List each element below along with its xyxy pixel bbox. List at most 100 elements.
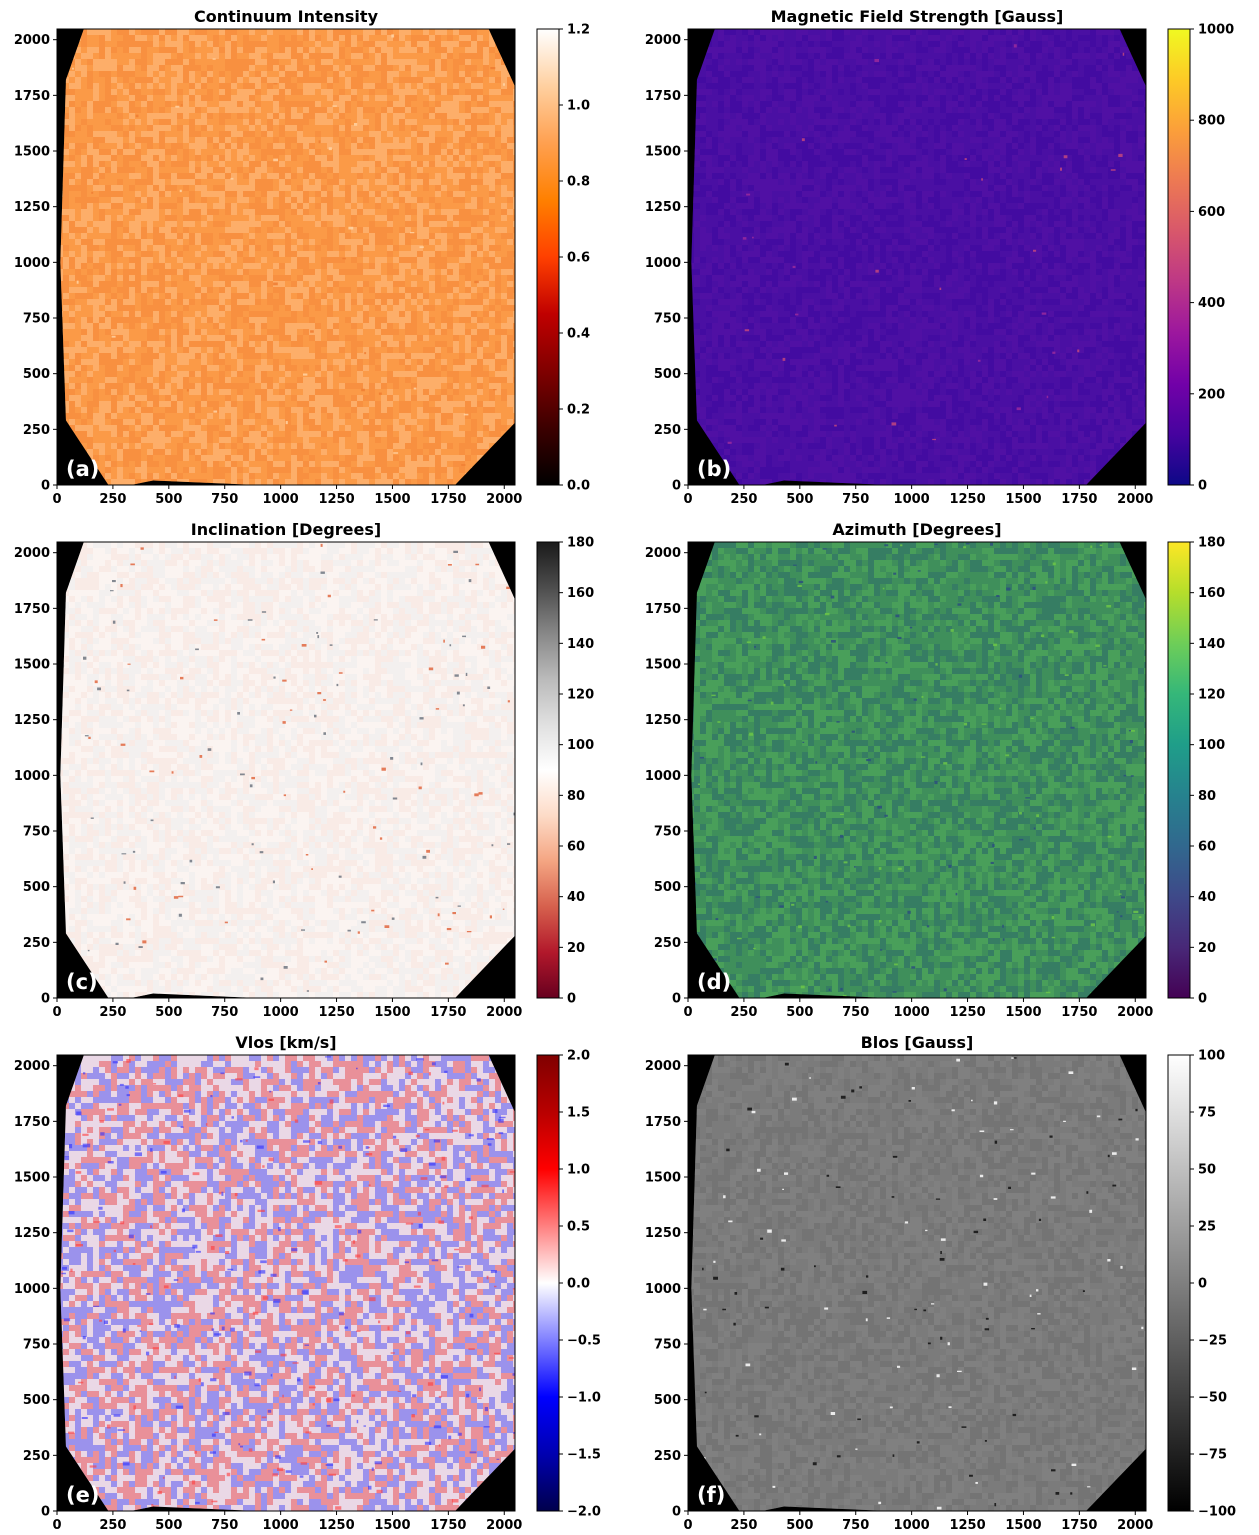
x-tick-label: 1250 — [949, 492, 985, 507]
x-tick-label: 1500 — [374, 1005, 410, 1020]
x-tick-label: 1750 — [430, 1518, 466, 1533]
y-tick-label: 2000 — [645, 33, 681, 48]
x-tick-label: 1500 — [1005, 492, 1041, 507]
y-tick-label: 750 — [654, 1338, 681, 1353]
x-tick-label: 0 — [52, 1005, 61, 1020]
panel-label: (d) — [697, 970, 731, 994]
colorbar-tick-label: 160 — [567, 586, 594, 601]
panel-label: (f) — [697, 1483, 725, 1507]
panel-d: Azimuth [Degrees](d)0 250 500 750 1000 1250 15… — [645, 520, 1225, 1020]
colorbar-tick-label: 60 — [1198, 840, 1216, 855]
y-tick-label: 250 — [654, 1449, 681, 1464]
panel-label: (b) — [697, 457, 731, 481]
heatmap-texture-b — [60, 1055, 515, 1511]
x-tick-label: 250 — [730, 492, 757, 507]
colorbar-tick-label: 0.0 — [567, 479, 590, 494]
y-tick-label: 1500 — [645, 658, 681, 673]
colorbar-tick-label: 60 — [567, 840, 585, 855]
colorbar-tick-label: 0.4 — [567, 327, 590, 342]
colorbar — [1168, 1055, 1190, 1511]
y-tick-label: 500 — [654, 1393, 681, 1408]
y-tick-label: 250 — [654, 936, 681, 951]
x-tick-label: 0 — [683, 492, 692, 507]
x-tick-label: 1000 — [263, 492, 299, 507]
y-tick-label: 0 — [41, 992, 50, 1007]
axes-frame — [687, 28, 1147, 486]
colorbar-tick-label: 2.0 — [567, 1049, 590, 1064]
colorbar-tick-label: 800 — [1198, 114, 1225, 129]
x-tick-label: 500 — [786, 1005, 813, 1020]
x-tick-label: 1250 — [318, 1518, 354, 1533]
x-tick-label: 1000 — [894, 1005, 930, 1020]
x-tick-label: 500 — [155, 1518, 182, 1533]
x-tick-label: 750 — [842, 1518, 869, 1533]
colorbar — [1168, 542, 1190, 998]
y-tick-label: 250 — [23, 423, 50, 438]
heatmap-texture-b — [691, 1055, 1146, 1511]
y-tick-label: 1000 — [645, 256, 681, 271]
y-tick-label: 1750 — [14, 1115, 50, 1130]
y-tick-label: 1000 — [645, 769, 681, 784]
y-tick-label: 750 — [654, 825, 681, 840]
x-tick-label: 2000 — [1117, 492, 1153, 507]
colorbar-tick-label: 0.2 — [567, 403, 590, 418]
heatmap-image — [60, 29, 515, 485]
panel-title: Magnetic Field Strength [Gauss] — [771, 7, 1064, 26]
colorbar-tick-label: −2.0 — [567, 1505, 601, 1520]
colorbar-tick-label: −25 — [1198, 1334, 1227, 1349]
y-tick-label: 0 — [672, 1505, 681, 1520]
colorbar-tick-label: 80 — [1198, 789, 1216, 804]
panel-title: Continuum Intensity — [194, 7, 379, 26]
y-tick-label: 2000 — [645, 1059, 681, 1074]
panel-title: Vlos [km/s] — [235, 1033, 336, 1052]
heatmap-texture-b — [691, 542, 1146, 998]
colorbar — [537, 542, 559, 998]
x-tick-label: 1000 — [263, 1005, 299, 1020]
y-tick-label: 1250 — [14, 200, 50, 215]
y-tick-label: 750 — [23, 1338, 50, 1353]
x-tick-label: 250 — [99, 1005, 126, 1020]
x-tick-label: 1750 — [1061, 1005, 1097, 1020]
colorbar-tick-label: 100 — [1198, 1049, 1225, 1064]
panel-b: Magnetic Field Strength [Gauss] (b) 0 250 50… — [645, 7, 1234, 507]
colorbar-tick-label: 40 — [1198, 890, 1216, 905]
panel-title: Azimuth [Degrees] — [832, 520, 1001, 539]
panel-label: (e) — [66, 1483, 99, 1507]
x-tick-label: 2000 — [486, 492, 522, 507]
axes-frame — [687, 541, 1147, 999]
y-tick-label: 1750 — [14, 89, 50, 104]
panel-e: Vlos [km/s] (e) 0 250 500 750 1000 1250 1500 1750… — [14, 1033, 601, 1533]
colorbar-tick-label: 0 — [1198, 1277, 1207, 1292]
colorbar-tick-label: 0.6 — [567, 251, 590, 266]
y-tick-label: 1750 — [645, 602, 681, 617]
x-tick-label: 1500 — [374, 1518, 410, 1533]
colorbar-tick-label: 200 — [1198, 387, 1225, 402]
colorbar-tick-label: 1.0 — [567, 99, 590, 114]
x-tick-label: 500 — [155, 1005, 182, 1020]
y-tick-label: 1750 — [14, 602, 50, 617]
x-tick-label: 1500 — [1005, 1518, 1041, 1533]
x-tick-label: 0 — [683, 1005, 692, 1020]
x-tick-label: 1500 — [1005, 1005, 1041, 1020]
y-tick-label: 1000 — [14, 769, 50, 784]
x-tick-label: 2000 — [486, 1518, 522, 1533]
colorbar-tick-label: 20 — [567, 941, 585, 956]
axes-frame — [56, 28, 516, 486]
x-tick-label: 750 — [842, 1005, 869, 1020]
x-tick-label: 1250 — [949, 1518, 985, 1533]
x-tick-label: 2000 — [486, 1005, 522, 1020]
colorbar-tick-label: 75 — [1198, 1106, 1216, 1121]
colorbar-tick-label: 0.8 — [567, 175, 590, 190]
colorbar-tick-label: 140 — [1198, 637, 1225, 652]
heatmap-image — [60, 542, 515, 998]
y-tick-label: 750 — [654, 312, 681, 327]
colorbar-tick-label: 0 — [1198, 479, 1207, 494]
colorbar-tick-label: 100 — [1198, 738, 1225, 753]
x-tick-label: 500 — [786, 492, 813, 507]
y-tick-label: 1500 — [14, 658, 50, 673]
x-tick-label: 1750 — [430, 492, 466, 507]
x-tick-label: 1250 — [318, 1005, 354, 1020]
y-tick-label: 500 — [23, 880, 50, 895]
y-tick-label: 250 — [23, 936, 50, 951]
